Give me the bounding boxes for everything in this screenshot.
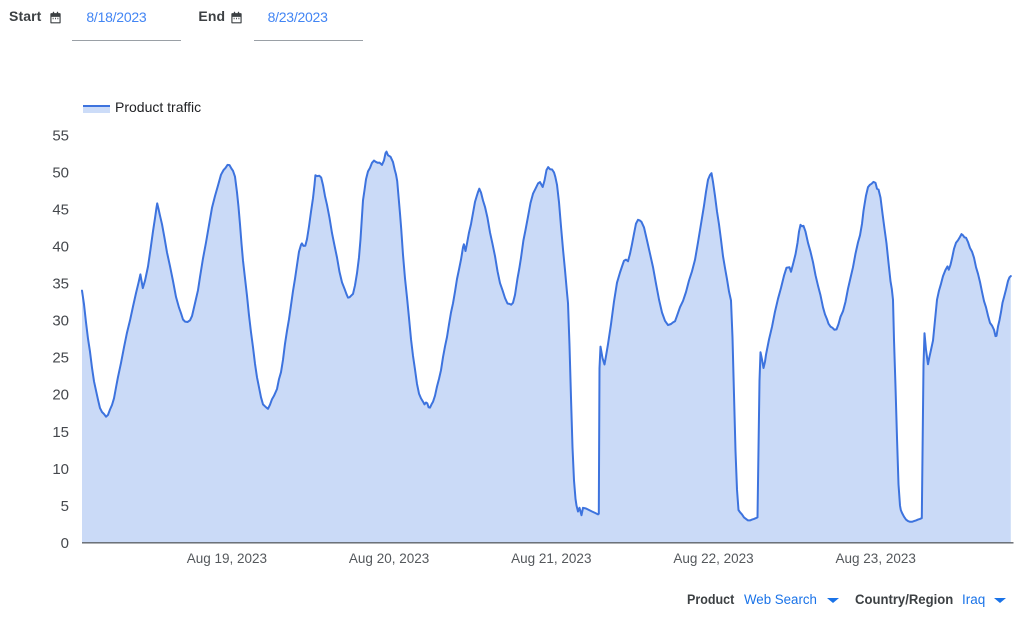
svg-text:10: 10 — [52, 461, 69, 478]
svg-text:Aug 21, 2023: Aug 21, 2023 — [511, 551, 591, 566]
svg-text:40: 40 — [52, 239, 69, 256]
svg-text:30: 30 — [52, 313, 69, 330]
svg-text:Aug 19, 2023: Aug 19, 2023 — [187, 551, 267, 566]
svg-text:15: 15 — [52, 424, 69, 441]
svg-text:0: 0 — [61, 535, 69, 552]
svg-text:50: 50 — [52, 164, 69, 181]
svg-text:45: 45 — [52, 201, 69, 218]
svg-text:Aug 20, 2023: Aug 20, 2023 — [349, 551, 429, 566]
svg-text:5: 5 — [61, 498, 69, 515]
svg-text:35: 35 — [52, 276, 69, 293]
svg-text:Aug 22, 2023: Aug 22, 2023 — [673, 551, 753, 566]
svg-text:Aug 23, 2023: Aug 23, 2023 — [836, 551, 916, 566]
svg-text:20: 20 — [52, 387, 69, 404]
svg-text:25: 25 — [52, 350, 69, 367]
svg-text:55: 55 — [52, 127, 69, 144]
